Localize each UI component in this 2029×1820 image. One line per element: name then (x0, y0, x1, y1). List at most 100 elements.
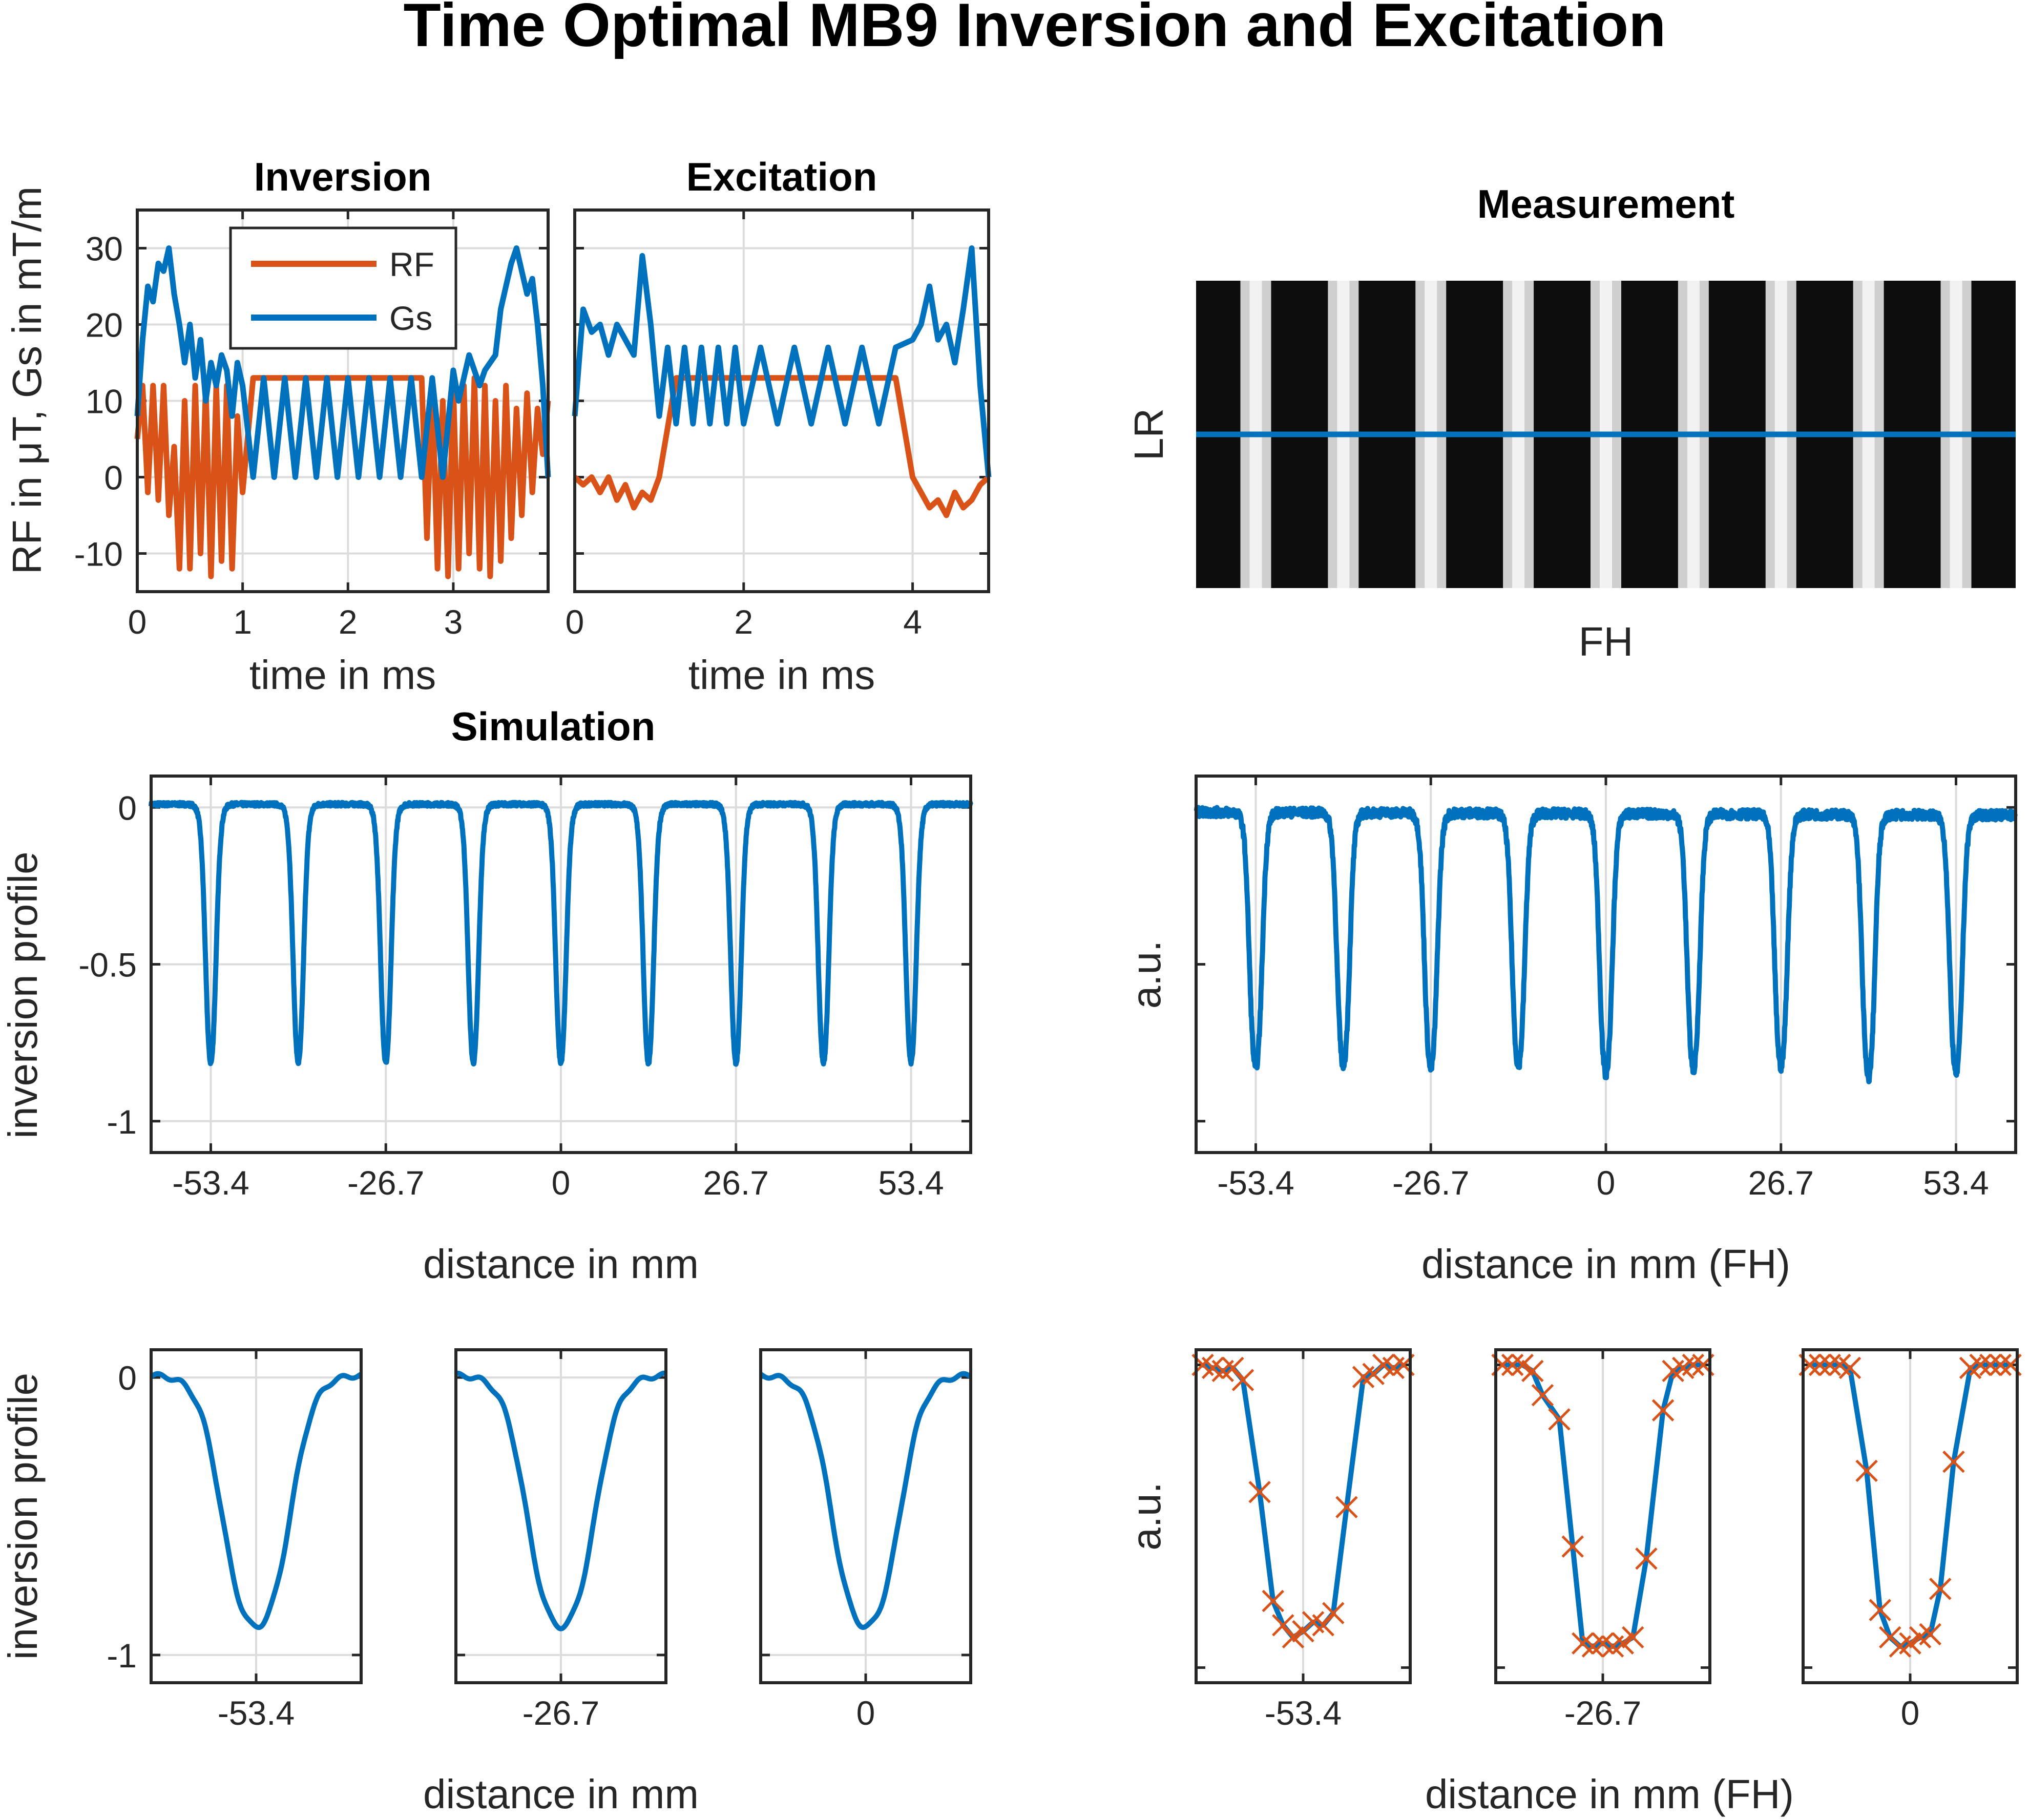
sim-profile-ytick-label: -1 (107, 1103, 137, 1141)
inversion-ytick-label: -10 (74, 535, 123, 573)
meas-zoom-marker (1651, 1399, 1675, 1421)
measurement-ylabel: LR (1126, 408, 1172, 461)
meas-zoom-marker (1231, 1369, 1254, 1391)
meas-zoom-marker (1979, 1353, 2002, 1376)
meas-zoom-marker (1262, 1589, 1284, 1613)
meas-zoom-marker (1531, 1384, 1554, 1407)
legend-box (229, 226, 457, 350)
measurement-title: Measurement (1477, 181, 1735, 226)
measured-zoom-chart: -53.4 -26.7 0 distance in mm (FH) a.u. (1123, 1348, 2022, 1817)
inversion-ytick-label: 10 (86, 383, 123, 421)
meas-zoom-marker (1929, 1578, 1952, 1600)
meas-zoom-marker (1322, 1602, 1345, 1624)
excitation-frame (573, 208, 990, 593)
meas-zoom-marker (1222, 1356, 1244, 1379)
legend-label-rf: RF (389, 245, 434, 283)
inversion-ytick-label: 0 (104, 459, 123, 497)
sim-zoom-1-xtick-label: -26.7 (522, 1694, 599, 1732)
meas-zoom-marker (1272, 1614, 1294, 1637)
excitation-xtick-label: 0 (566, 603, 584, 641)
sim-zoom-ylabel: inversion profile (0, 1373, 46, 1660)
meas-zoom-marker (1561, 1535, 1584, 1558)
inversion-series-gs (134, 245, 551, 480)
meas-zoom-2-xtick-label: 0 (1901, 1694, 1920, 1732)
measured-profile-chart: -53.4 -26.7 0 26.7 53.4 distance in mm (FH) a.… (1123, 775, 2018, 1287)
meas-zoom-marker (1282, 1626, 1305, 1649)
meas-profile-frame (1195, 775, 2017, 1154)
meas-zoom-marker (1899, 1632, 1921, 1655)
figure-title: Time Optimal MB9 Inversion and Excitatio… (404, 0, 1666, 59)
inversion-xtick-label: 1 (233, 603, 252, 641)
meas-zoom-marker (1855, 1459, 1878, 1482)
excitation-xtick-label: 4 (903, 603, 922, 641)
excitation-title: Excitation (686, 154, 877, 199)
meas-zoom-marker (1808, 1353, 1831, 1376)
meas-zoom-marker (1869, 1599, 1891, 1621)
meas-zoom-marker (1969, 1353, 1992, 1376)
inversion-series-rf (134, 375, 551, 579)
meas-profile-xtick-label: 0 (1597, 1164, 1616, 1202)
inversion-ylabel: RF in μT, Gs in mT/m (4, 186, 50, 574)
meas-zoom-marker (1312, 1614, 1334, 1637)
simulation-zoom-chart: -53.4 -1 0 -26.7 0 distance in mm inversion pr… (0, 1348, 972, 1817)
sim-zoom-0-ytick-label: -1 (107, 1637, 137, 1675)
meas-zoom-2-frame (1802, 1348, 2019, 1684)
meas-zoom-marker (1919, 1623, 1941, 1646)
sim-profile-ytick-label: -0.5 (78, 946, 137, 984)
meas-profile-xtick-label: 26.7 (1748, 1164, 1814, 1202)
sim-zoom-2-xtick-label: 0 (856, 1694, 875, 1732)
sim-zoom-line (149, 1371, 363, 1630)
meas-zoom-marker (1511, 1353, 1534, 1376)
inversion-frame (136, 208, 550, 593)
meas-zoom-1-xtick-label: -26.7 (1564, 1694, 1641, 1732)
meas-zoom-0-xtick-label: -53.4 (1265, 1694, 1342, 1732)
sim-zoom-0-frame (150, 1348, 363, 1684)
meas-profile-ylabel: a.u. (1123, 940, 1169, 1009)
meas-profile-xlabel: distance in mm (FH) (1421, 1241, 1790, 1287)
meas-zoom-marker (1622, 1626, 1644, 1649)
sim-profile-frame (150, 775, 972, 1154)
sim-profile-line (149, 800, 973, 1067)
sim-zoom-xlabel: distance in mm (423, 1771, 699, 1817)
sim-profile-xtick-label: -53.4 (172, 1164, 249, 1202)
meas-zoom-0-frame (1195, 1348, 1412, 1684)
legend-label-gs: Gs (389, 299, 432, 337)
inversion-ytick-label: 30 (86, 230, 123, 268)
inversion-title: Inversion (254, 154, 432, 199)
meas-zoom-marker (1942, 1450, 1965, 1473)
meas-zoom-xlabel: distance in mm (FH) (1425, 1771, 1794, 1817)
meas-zoom-marker (1612, 1632, 1634, 1655)
sim-zoom-line (759, 1371, 972, 1630)
sim-zoom-line (454, 1370, 667, 1631)
meas-zoom-ylabel: a.u. (1123, 1482, 1169, 1550)
meas-zoom-marker (1548, 1408, 1571, 1431)
meas-zoom-marker (1838, 1356, 1861, 1379)
inversion-xtick-label: 0 (128, 603, 147, 641)
inversion-xtick-label: 2 (339, 603, 358, 641)
sim-zoom-1-frame (454, 1348, 667, 1684)
meas-profile-line (1194, 805, 2018, 1084)
sim-profile-xtick-label: -26.7 (347, 1164, 424, 1202)
excitation-xlabel: time in ms (688, 652, 875, 698)
meas-zoom-1-frame (1494, 1348, 1711, 1684)
sim-profile-xtick-label: 26.7 (703, 1164, 769, 1202)
simulation-profile-chart: -53.4 -26.7 0 26.7 53.4 -1 -0.5 0 distance in mm… (0, 775, 973, 1287)
meas-zoom-marker (1682, 1353, 1705, 1376)
meas-zoom-marker (1989, 1353, 2012, 1376)
meas-profile-xtick-label: -53.4 (1217, 1164, 1294, 1202)
simulation-label: Simulation (451, 704, 656, 749)
measurement-image-chart: Measurement FH LR (1126, 181, 2016, 664)
sim-profile-ylabel: inversion profile (0, 851, 46, 1138)
excitation-xtick-label: 2 (734, 603, 753, 641)
meas-zoom-marker (1501, 1353, 1524, 1376)
excitation-pulse-chart: 0 2 4 Excitation time in ms (566, 154, 992, 698)
sim-zoom-0-ytick-label: 0 (118, 1359, 137, 1397)
meas-zoom-marker (1248, 1480, 1271, 1503)
sim-profile-ytick-label: 0 (118, 789, 137, 827)
inversion-xtick-label: 3 (444, 603, 463, 641)
meas-zoom-marker (1635, 1547, 1658, 1570)
sim-zoom-2-frame (759, 1348, 972, 1684)
meas-zoom-marker (1335, 1496, 1358, 1519)
